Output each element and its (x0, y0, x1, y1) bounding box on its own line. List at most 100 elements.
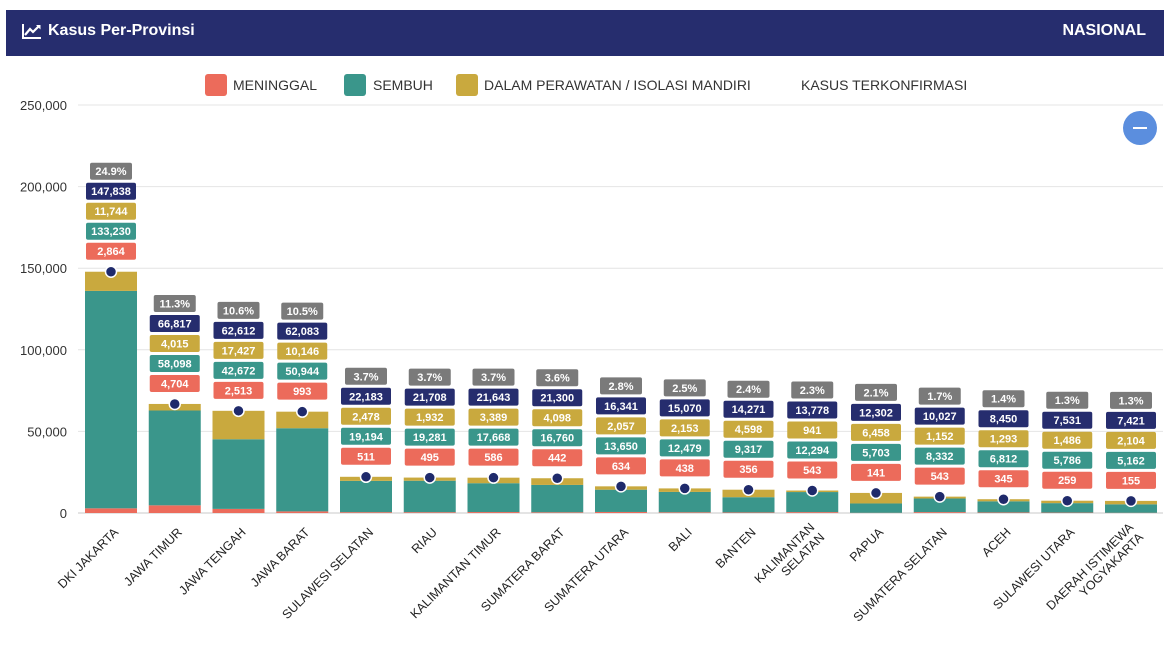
data-label: 8,450 (990, 414, 1018, 426)
bar-segment (85, 271, 137, 291)
data-label: 634 (612, 461, 631, 473)
data-label-box (1106, 431, 1156, 449)
data-label-box (659, 419, 710, 437)
zoom-out-button[interactable] (1123, 111, 1157, 145)
data-label: 4,098 (543, 413, 571, 425)
data-label: 10,027 (923, 411, 957, 423)
data-label: 3,389 (480, 412, 508, 424)
data-label-box (277, 362, 328, 380)
bar-segment (977, 512, 1030, 513)
data-label: 21,300 (540, 393, 574, 405)
bar-segment (276, 511, 329, 513)
data-label: 356 (739, 464, 757, 476)
data-label-box (727, 380, 770, 398)
total-marker (806, 484, 819, 497)
total-marker (359, 470, 373, 484)
data-label-box (723, 460, 774, 478)
data-label: 259 (1058, 475, 1076, 487)
data-label: 10.6% (223, 305, 254, 317)
x-tick-label-line: BALI (666, 525, 695, 554)
data-label: 133,230 (91, 226, 131, 238)
data-label-box (787, 421, 838, 439)
bar-segment (403, 480, 456, 513)
data-label-box (149, 354, 200, 372)
data-label: 3.7% (353, 371, 378, 383)
data-label: 147,838 (91, 186, 131, 198)
x-tick-label: KALIMANTANSELATAN (752, 520, 828, 596)
total-marker (742, 483, 755, 496)
data-label: 8,332 (926, 451, 954, 463)
data-label-box (851, 443, 901, 461)
data-label-box (596, 457, 646, 475)
bar-segment (85, 508, 137, 513)
scope-label: NASIONAL (1062, 22, 1146, 39)
bar-segment (913, 498, 966, 513)
bar-segment (595, 489, 647, 512)
minus-icon[interactable] (1133, 127, 1147, 129)
total-marker (614, 480, 628, 493)
data-label-box (596, 397, 646, 415)
x-tick-label: JAWA TIMUR (121, 525, 185, 589)
y-tick-label: 150,000 (20, 261, 67, 276)
data-label-box (659, 439, 710, 457)
x-tick-label-line: BANTEN (713, 525, 759, 571)
data-label-box (1106, 411, 1156, 429)
total-marker (551, 471, 564, 485)
data-label: 16,760 (540, 433, 574, 445)
data-label: 22,183 (349, 391, 383, 403)
bar-segment (786, 512, 839, 513)
total-marker (997, 492, 1010, 506)
data-label-box (468, 428, 519, 446)
data-label-box (213, 381, 264, 399)
total-marker (933, 490, 946, 503)
data-label-box (277, 322, 328, 340)
x-tick-label: BALI (666, 525, 695, 554)
data-label: 17,427 (222, 345, 256, 357)
data-label: 1.7% (927, 391, 952, 403)
data-label-box (532, 389, 583, 407)
data-label: 15,070 (668, 403, 702, 415)
data-label-box (277, 342, 328, 360)
bar-segment (148, 410, 201, 506)
data-label-box (532, 449, 583, 467)
data-label: 442 (548, 453, 566, 465)
data-label-box (978, 450, 1029, 468)
data-label: 12,294 (795, 445, 830, 457)
bar-segment (722, 512, 775, 513)
data-label-box (978, 470, 1029, 488)
data-label: 10,146 (285, 346, 319, 358)
data-label: 2,153 (671, 423, 699, 435)
bar-segment (1041, 503, 1094, 513)
data-label-box (787, 461, 838, 479)
legend-swatch-2 (344, 74, 366, 96)
data-label: 21,643 (477, 392, 511, 404)
data-label-box (1042, 411, 1093, 429)
data-label-box (404, 388, 455, 406)
data-label: 19,194 (349, 431, 384, 443)
data-label: 1,486 (1053, 435, 1081, 447)
data-label: 511 (357, 451, 375, 463)
data-label: 3.7% (481, 372, 506, 384)
chart-title-text: Kasus Per-Provinsi (48, 22, 195, 39)
data-label-box (855, 383, 897, 401)
total-marker (296, 405, 309, 418)
bar-segment (658, 491, 711, 513)
data-label: 6,812 (990, 454, 1018, 466)
bar-segment (276, 411, 329, 429)
data-label-box (341, 407, 391, 425)
legend-label-3: DALAM PERAWATAN / ISOLASI MANDIRI (484, 77, 751, 93)
legend-label-1: MENINGGAL (233, 77, 317, 93)
data-label-box (596, 437, 646, 455)
total-marker (1061, 494, 1074, 507)
data-label-box (982, 390, 1025, 408)
data-label: 345 (994, 474, 1012, 486)
data-label: 2,513 (225, 385, 253, 397)
data-label-box (149, 334, 200, 352)
x-tick-label-line: JAWA TENGAH (176, 525, 248, 597)
x-tick-label: RIAU (409, 525, 440, 556)
data-label-box (217, 301, 260, 319)
x-tick-label: PAPUA (847, 525, 887, 565)
data-label: 1.3% (1055, 395, 1080, 407)
data-label-box (468, 408, 519, 426)
